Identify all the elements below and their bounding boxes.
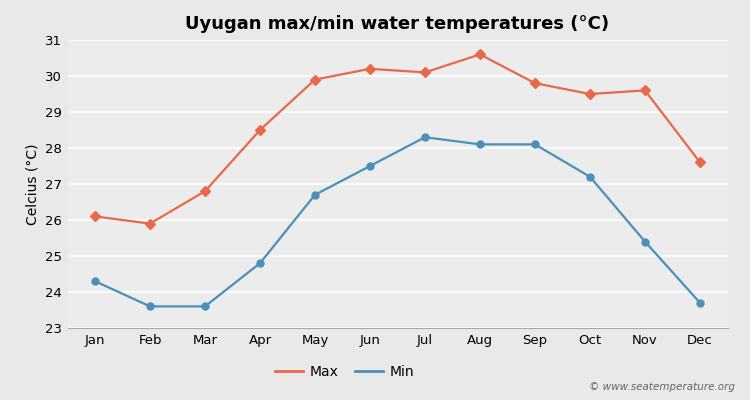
Y-axis label: Celcius (°C): Celcius (°C) [26,143,40,225]
Text: © www.seatemperature.org: © www.seatemperature.org [589,382,735,392]
Legend: Max, Min: Max, Min [269,359,420,384]
Title: Uyugan max/min water temperatures (°C): Uyugan max/min water temperatures (°C) [185,15,610,33]
